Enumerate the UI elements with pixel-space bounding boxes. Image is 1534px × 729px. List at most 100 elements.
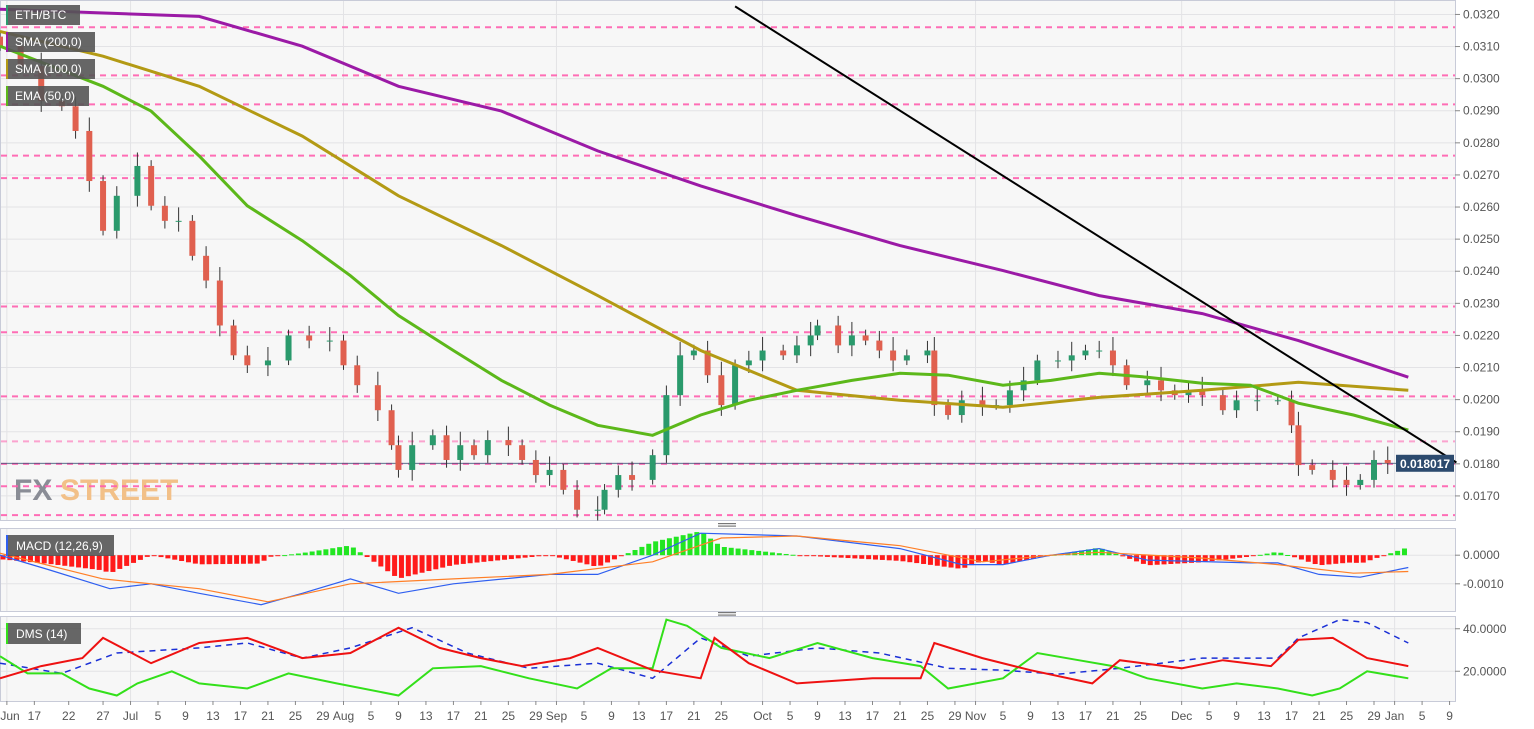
macd-histogram-bar: [852, 555, 858, 559]
macd-histogram-bar: [137, 555, 143, 560]
candle-body: [1254, 400, 1261, 402]
legend-price[interactable]: ETH/BTC: [6, 5, 80, 25]
macd-histogram-bar: [811, 555, 817, 557]
macd-histogram-bar: [1319, 555, 1325, 566]
candle-body: [1068, 355, 1075, 361]
macd-resize-handle[interactable]: [718, 523, 736, 527]
candle-body: [546, 469, 553, 476]
candle-body: [161, 205, 168, 221]
x-tick-label: Jun: [0, 709, 19, 723]
macd-histogram-bar: [976, 555, 982, 563]
macd-histogram-bar: [1182, 555, 1188, 564]
dms-resize-handle[interactable]: [718, 612, 736, 616]
macd-histogram-bar: [1216, 555, 1222, 561]
legend-ema50-label: EMA (50,0): [15, 89, 75, 103]
candle-body: [704, 350, 711, 376]
candle-body: [1309, 465, 1316, 470]
dms-y-tick-label: 20.0000: [1463, 664, 1507, 678]
macd-histogram-bar: [412, 555, 418, 575]
legend-ema50[interactable]: EMA (50,0): [6, 86, 89, 106]
candles: [0, 30, 1412, 521]
candle-body: [519, 445, 526, 460]
macd-histogram-bar: [323, 549, 329, 556]
macd-histogram-bar: [941, 555, 947, 567]
macd-histogram-bar: [721, 547, 727, 556]
macd-histogram-bar: [1285, 554, 1291, 556]
candle-body: [574, 489, 581, 510]
macd-histogram-bar: [185, 555, 191, 563]
x-tick-label: 21: [687, 709, 701, 723]
x-tick-label: 17: [660, 709, 674, 723]
candle-body: [890, 350, 897, 361]
x-tick-label: 13: [419, 709, 433, 723]
candle-body: [100, 181, 107, 231]
macd-histogram-bar: [1113, 553, 1119, 556]
macd-histogram-bar: [179, 555, 185, 561]
candle-body: [374, 385, 381, 411]
macd-histogram-bar: [34, 555, 40, 563]
macd-histogram-bar: [508, 555, 514, 560]
macd-histogram-bar: [344, 546, 349, 556]
candle-body: [601, 489, 608, 510]
macd-histogram-bar: [69, 555, 75, 567]
legend-sma200[interactable]: SMA (200,0): [6, 32, 95, 52]
macd-y-tick-label: 0.0000: [1463, 548, 1500, 562]
macd-histogram-bar: [124, 555, 130, 566]
legend-dms[interactable]: DMS (14): [6, 623, 81, 644]
macd-histogram-bar: [914, 555, 920, 564]
x-tick-label: 27: [96, 709, 110, 723]
candle-body: [1274, 400, 1281, 402]
macd-histogram-bar: [1250, 555, 1256, 557]
x-tick-label: 29: [316, 709, 330, 723]
candle-body: [1199, 390, 1206, 396]
x-tick-label: 25: [502, 709, 516, 723]
macd-histogram-bar: [1333, 555, 1339, 564]
macd-histogram-bar: [1292, 555, 1298, 558]
candle-body: [388, 410, 395, 446]
macd-histogram-bar: [419, 555, 425, 573]
x-tick-label: 21: [1106, 709, 1120, 723]
macd-histogram-bar: [818, 555, 824, 557]
macd-histogram-bar: [1374, 555, 1380, 558]
candle-body: [230, 325, 237, 356]
macd-histogram-bar: [199, 555, 205, 565]
macd-histogram-bar: [921, 555, 927, 564]
macd-histogram-bar: [316, 550, 322, 556]
macd-histogram-bar: [673, 536, 679, 556]
legend-sma100[interactable]: SMA (100,0): [6, 59, 95, 79]
macd-histogram-bar: [89, 555, 95, 570]
x-tick-label: 17: [447, 709, 461, 723]
macd-histogram-bar: [1326, 555, 1332, 565]
legend-sma100-label: SMA (100,0): [15, 62, 82, 76]
macd-histogram-bar: [0, 555, 6, 560]
candle-body: [945, 405, 952, 416]
y-tick-label: 0.0270: [1463, 168, 1500, 182]
y-tick-label: 0.0260: [1463, 200, 1500, 214]
macd-histogram-bar: [1395, 550, 1401, 556]
candle-body: [326, 340, 333, 342]
candle-body: [807, 335, 814, 346]
macd-histogram-bar: [158, 555, 164, 558]
x-tick-label: 29: [1367, 709, 1381, 723]
adx-line: [0, 618, 1409, 680]
macd-histogram-bar: [900, 555, 906, 562]
candle-body: [958, 400, 965, 416]
x-tick-label: 5: [1419, 709, 1426, 723]
price-panel[interactable]: [0, 0, 1456, 521]
macd-histogram-bar: [1388, 553, 1394, 556]
macd-histogram-bar: [653, 541, 659, 556]
y-tick-label: 0.0230: [1463, 296, 1500, 310]
macd-histogram-bar: [502, 555, 508, 560]
candle-body: [862, 335, 869, 341]
macd-histogram-bar: [1360, 555, 1366, 563]
macd-histogram-bar: [714, 543, 720, 556]
macd-histogram-bar: [1257, 554, 1263, 556]
y-tick-label: 0.0210: [1463, 361, 1500, 375]
legend-macd[interactable]: MACD (12,26,9): [6, 535, 114, 556]
candle-body: [1006, 390, 1013, 406]
candle-body: [629, 475, 636, 480]
macd-histogram-bar: [611, 555, 617, 560]
macd-panel[interactable]: [0, 528, 1456, 612]
x-tick-label: 17: [28, 709, 42, 723]
